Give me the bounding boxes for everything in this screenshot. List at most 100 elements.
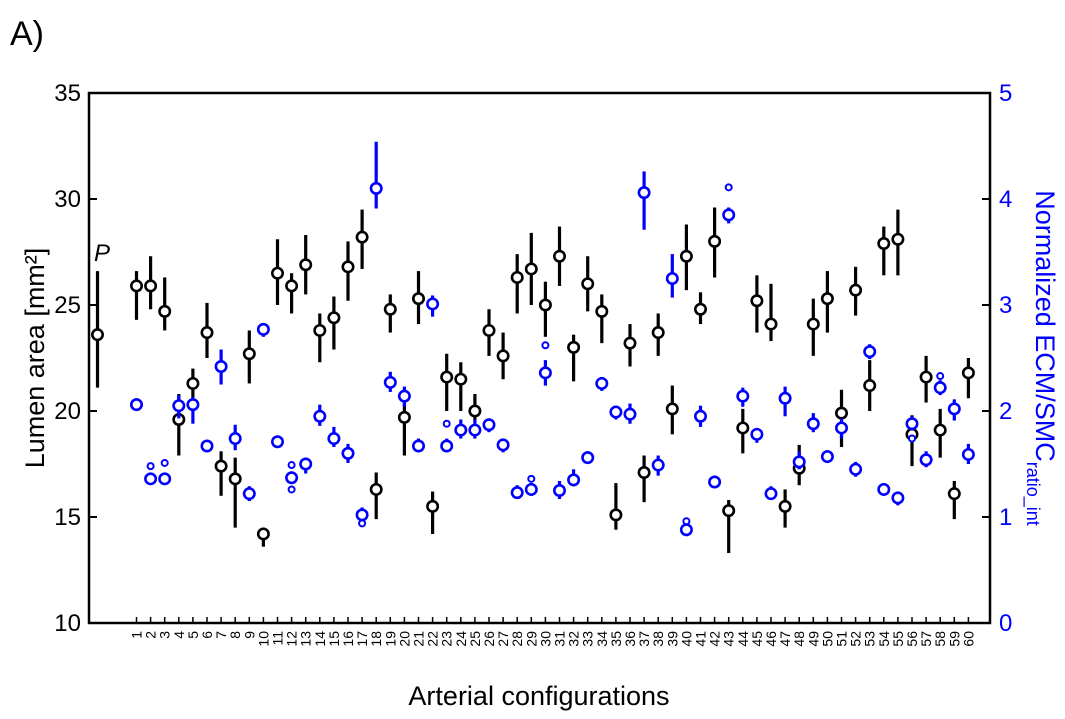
- ecm-smc-marker: [510, 486, 524, 500]
- x-tick-label: 37: [636, 631, 652, 647]
- ecm-smc-marker: [609, 405, 623, 419]
- ecm-smc-marker: [426, 297, 440, 311]
- ecm-smc-marker: [961, 447, 975, 461]
- lumen-area-marker: [820, 292, 834, 306]
- x-tick-label: 8: [227, 631, 243, 639]
- left-axis: 10 15 20 25 30 35: [54, 80, 97, 637]
- ecm-smc-outlier: [287, 461, 296, 470]
- ecm-smc-marker: [693, 409, 707, 423]
- y-right-tick-label: 3: [999, 292, 1012, 319]
- ecm-smc-marker: [623, 407, 637, 421]
- lumen-area-marker: [299, 258, 313, 272]
- x-tick-label: 19: [382, 631, 398, 647]
- lumen-area-marker: [651, 326, 665, 340]
- lumen-area-marker: [214, 459, 228, 473]
- x-tick-label: 4: [171, 631, 187, 639]
- ecm-smc-marker: [722, 208, 736, 222]
- ecm-smc-marker: [313, 409, 327, 423]
- ecm-smc-marker: [538, 366, 552, 380]
- x-tick-label: 12: [284, 631, 300, 647]
- lumen-area-series: [130, 207, 975, 554]
- lumen-area-marker: [708, 234, 722, 248]
- lumen-area-marker: [933, 423, 947, 437]
- ecm-smc-marker: [552, 483, 566, 497]
- lumen-area-marker: [538, 298, 552, 312]
- reference-marker: [91, 328, 105, 342]
- lumen-area-marker: [834, 406, 848, 420]
- lumen-area-marker: [242, 347, 256, 361]
- lumen-area-marker: [228, 472, 242, 486]
- ecm-smc-marker: [708, 475, 722, 489]
- x-tick-label: 30: [537, 631, 553, 647]
- x-tick-label: 17: [354, 631, 370, 647]
- lumen-area-marker: [849, 283, 863, 297]
- y-right-tick-label: 2: [999, 398, 1012, 425]
- ecm-smc-outlier: [287, 485, 296, 494]
- y-axis-left-title: Lumen area [mm²]: [20, 248, 50, 469]
- y-axis-right-title: Normalized ECM/SMCratio_int: [1022, 190, 1060, 526]
- ecm-smc-marker: [200, 439, 214, 453]
- right-axis: 0 1 2 3 4 5: [982, 80, 1012, 637]
- x-tick-label: 21: [411, 631, 427, 647]
- ecm-smc-marker: [581, 451, 595, 465]
- ecm-smc-marker: [228, 432, 242, 446]
- ecm-smc-marker: [369, 181, 383, 195]
- lumen-area-marker: [440, 370, 454, 384]
- x-tick-label: 27: [495, 631, 511, 647]
- ecm-smc-marker: [637, 186, 651, 200]
- y-right-tick-label: 0: [999, 610, 1012, 637]
- x-tick-label: 5: [185, 631, 201, 639]
- ecm-smc-marker: [933, 381, 947, 395]
- ecm-smc-marker: [411, 439, 425, 453]
- x-tick-label: 20: [396, 631, 412, 647]
- lumen-area-marker: [947, 487, 961, 501]
- lumen-area-marker: [270, 266, 284, 280]
- lumen-area-marker: [524, 262, 538, 276]
- x-tick-label: 53: [862, 631, 878, 647]
- x-tick-label: 6: [199, 631, 215, 639]
- ecm-smc-marker: [214, 359, 228, 373]
- x-tick-label: 59: [946, 631, 962, 647]
- lumen-area-marker: [496, 349, 510, 363]
- ecm-smc-marker: [256, 322, 270, 336]
- y-left-tick-label: 35: [54, 80, 81, 107]
- ecm-smc-marker: [834, 421, 848, 435]
- x-tick-label: 23: [439, 631, 455, 647]
- lumen-area-marker: [877, 237, 891, 251]
- lumen-area-marker: [679, 249, 693, 263]
- x-tick-label: 39: [664, 631, 680, 647]
- lumen-area-marker: [341, 260, 355, 274]
- ecm-smc-marker: [496, 438, 510, 452]
- x-tick-label: 14: [312, 631, 328, 647]
- lumen-area-marker: [722, 504, 736, 518]
- ecm-smc-marker: [454, 423, 468, 437]
- ecm-smc-outlier: [682, 517, 691, 526]
- x-tick-label: 1: [129, 631, 145, 639]
- ecm-smc-marker: [877, 482, 891, 496]
- lumen-area-marker: [158, 304, 172, 318]
- lumen-area-marker: [482, 323, 496, 337]
- x-tick-label: 16: [340, 631, 356, 647]
- x-tick-label: 11: [270, 631, 286, 646]
- x-tick-label: 44: [735, 631, 751, 647]
- x-tick-label: 41: [693, 631, 709, 647]
- lumen-area-marker: [144, 279, 158, 293]
- x-tick-label: 55: [890, 631, 906, 647]
- lumen-area-marker: [581, 277, 595, 291]
- ecm-smc-marker: [806, 417, 820, 431]
- ecm-smc-outlier: [541, 341, 550, 350]
- ecm-smc-marker: [158, 472, 172, 486]
- lumen-area-marker: [693, 302, 707, 316]
- x-tick-label: 28: [509, 631, 525, 647]
- lumen-area-marker: [397, 410, 411, 424]
- x-tick-label: 38: [650, 631, 666, 647]
- x-tick-label: 46: [763, 631, 779, 647]
- x-tick-label: 35: [608, 631, 624, 647]
- ecm-smc-marker: [327, 432, 341, 446]
- x-tick-label: 10: [255, 631, 271, 647]
- lumen-area-marker: [961, 366, 975, 380]
- ecm-smc-marker: [440, 439, 454, 453]
- y-right-tick-label: 4: [999, 186, 1012, 213]
- y-left-tick-label: 30: [54, 186, 81, 213]
